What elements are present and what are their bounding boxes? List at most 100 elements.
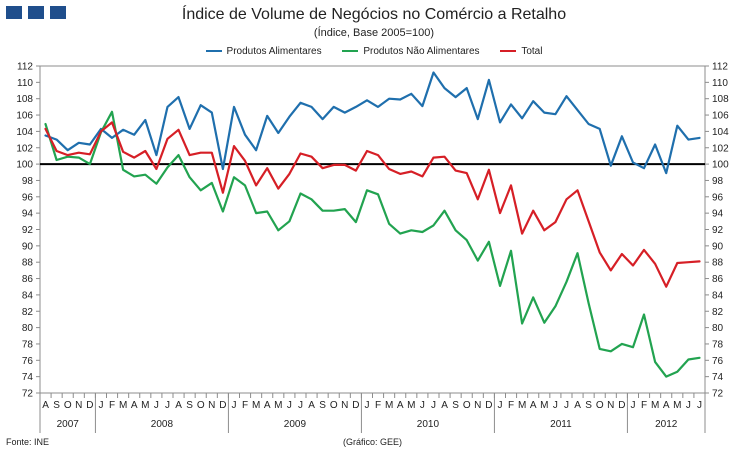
series-line-produtos-alimentares [44, 71, 701, 175]
x-tick-label: O [463, 400, 471, 411]
x-tick-label: M [385, 400, 393, 411]
x-tick-label: M [540, 400, 548, 411]
y-tick-label-left: 112 [17, 62, 33, 73]
legend-item-produtos-alimentares: Produtos Alimentares [205, 46, 322, 57]
legend-label-produtos-alimentares: Produtos Alimentares [226, 46, 322, 57]
y-tick-label-left: 100 [16, 160, 33, 171]
x-tick-label: A [530, 400, 537, 411]
x-tick-label: A [264, 400, 271, 411]
x-tick-label: J [686, 400, 691, 411]
y-tick-label-left: 88 [22, 258, 34, 269]
y-tick-label-right: 96 [712, 192, 724, 203]
y-tick-label-left: 108 [16, 94, 33, 105]
x-tick-label: J [364, 400, 369, 411]
x-tick-label: F [375, 400, 381, 411]
y-tick-label-right: 86 [712, 274, 724, 285]
legend-label-total: Total [521, 46, 543, 57]
y-tick-label-right: 90 [712, 241, 724, 252]
x-tick-label: J [231, 400, 236, 411]
x-tick-label: N [341, 400, 348, 411]
source-note: Fonte: INE [6, 437, 50, 447]
y-tick-label-left: 86 [22, 274, 34, 285]
y-tick-label-right: 84 [712, 290, 724, 301]
series-line-produtos-nao-alimentares [44, 110, 701, 378]
x-tick-label: N [607, 400, 614, 411]
x-tick-label: D [86, 400, 93, 411]
y-tick-label-left: 72 [22, 389, 34, 400]
legend-swatch-produtos-alimentares [205, 50, 222, 53]
x-tick-label: A [175, 400, 182, 411]
chart-subtitle: (Índice, Base 2005=100) [313, 27, 435, 39]
y-tick-label-right: 106 [712, 111, 729, 122]
credit-note: (Gráfico: GEE) [343, 437, 403, 447]
x-tick-label: M [274, 400, 282, 411]
y-tick-label-right: 76 [712, 356, 724, 367]
chart-title: Índice de Volume de Negócios no Comércio… [181, 6, 567, 23]
y-tick-label-left: 78 [22, 339, 34, 350]
x-tick-label: F [508, 400, 514, 411]
plot-frame [39, 65, 706, 394]
x-tick-label: D [352, 400, 359, 411]
legend: Produtos Alimentares Produtos Não Alimen… [0, 46, 748, 57]
y-tick-label-right: 100 [712, 160, 729, 171]
y-tick-label-left: 84 [22, 290, 34, 301]
x-tick-label: S [319, 400, 326, 411]
y-tick-label-right: 78 [712, 339, 724, 350]
x-tick-label: O [197, 400, 205, 411]
y-tick-label-left: 80 [22, 323, 34, 334]
year-label: 2010 [417, 419, 440, 430]
x-tick-label: O [64, 400, 72, 411]
x-tick-label: F [641, 400, 647, 411]
x-tick-label: M [518, 400, 526, 411]
y-tick-label-right: 88 [712, 258, 724, 269]
x-tick-label: A [131, 400, 138, 411]
x-tick-label: N [208, 400, 215, 411]
gee-logo [6, 6, 70, 20]
x-tick-label: S [53, 400, 60, 411]
y-tick-label-left: 74 [22, 372, 34, 383]
x-tick-label: J [564, 400, 569, 411]
y-tick-label-left: 98 [22, 176, 34, 187]
legend-item-total: Total [500, 46, 542, 57]
x-tick-label: J [298, 400, 303, 411]
year-label: 2011 [550, 419, 572, 430]
y-tick-label-left: 96 [22, 192, 34, 203]
year-label: 2007 [57, 419, 80, 430]
y-tick-label-right: 104 [712, 127, 729, 138]
x-tick-label: J [165, 400, 170, 411]
x-tick-label: J [431, 400, 436, 411]
legend-swatch-total [500, 50, 517, 53]
y-tick-label-left: 92 [22, 225, 34, 236]
y-tick-label-right: 74 [712, 372, 724, 383]
y-tick-label-left: 104 [16, 127, 33, 138]
x-tick-label: A [42, 400, 49, 411]
y-tick-label-left: 94 [22, 209, 34, 220]
x-tick-label: O [330, 400, 338, 411]
x-tick-label: J [420, 400, 425, 411]
year-label: 2008 [151, 419, 174, 430]
x-tick-label: A [574, 400, 581, 411]
x-tick-label: A [663, 400, 670, 411]
year-label: 2012 [655, 419, 678, 430]
y-tick-label-left: 90 [22, 241, 34, 252]
y-tick-label-right: 110 [712, 78, 728, 89]
y-tick-label-left: 106 [16, 111, 33, 122]
x-tick-label: M [673, 400, 681, 411]
x-tick-label: S [585, 400, 592, 411]
x-tick-label: M [252, 400, 260, 411]
y-tick-label-right: 112 [712, 62, 728, 73]
x-tick-label: D [485, 400, 492, 411]
y-tick-label-right: 92 [712, 225, 724, 236]
x-tick-label: D [618, 400, 625, 411]
legend-label-produtos-nao-alimentares: Produtos Não Alimentares [363, 46, 480, 57]
y-tick-label-left: 110 [17, 78, 33, 89]
x-tick-label: O [596, 400, 604, 411]
x-tick-label: D [219, 400, 226, 411]
y-tick-label-left: 76 [22, 356, 34, 367]
y-tick-label-right: 98 [712, 176, 724, 187]
series-line-total [44, 121, 701, 288]
y-tick-label-right: 108 [712, 94, 729, 105]
x-tick-label: J [98, 400, 103, 411]
x-tick-label: A [441, 400, 448, 411]
